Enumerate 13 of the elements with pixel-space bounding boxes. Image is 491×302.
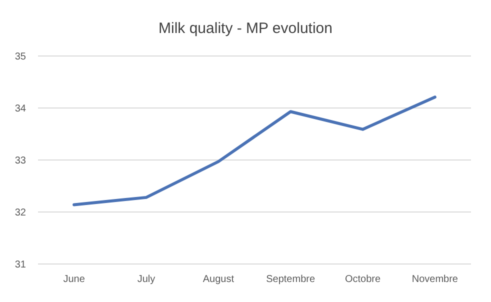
y-tick-label: 33	[14, 156, 26, 166]
y-tick-label: 35	[14, 52, 26, 62]
x-tick-label: July	[137, 274, 156, 285]
x-tick-label: Septembre	[266, 274, 316, 285]
y-tick-label: 32	[14, 208, 26, 218]
line-series	[72, 96, 436, 206]
y-tick-label: 34	[14, 104, 26, 114]
x-tick-label: June	[63, 274, 86, 285]
x-tick-label: August	[202, 274, 234, 285]
x-tick-label: Octobre	[344, 274, 381, 285]
y-tick-label: 31	[14, 260, 26, 270]
chart-title: Milk quality - MP evolution	[158, 20, 332, 37]
x-tick-label: Novembre	[412, 274, 458, 285]
